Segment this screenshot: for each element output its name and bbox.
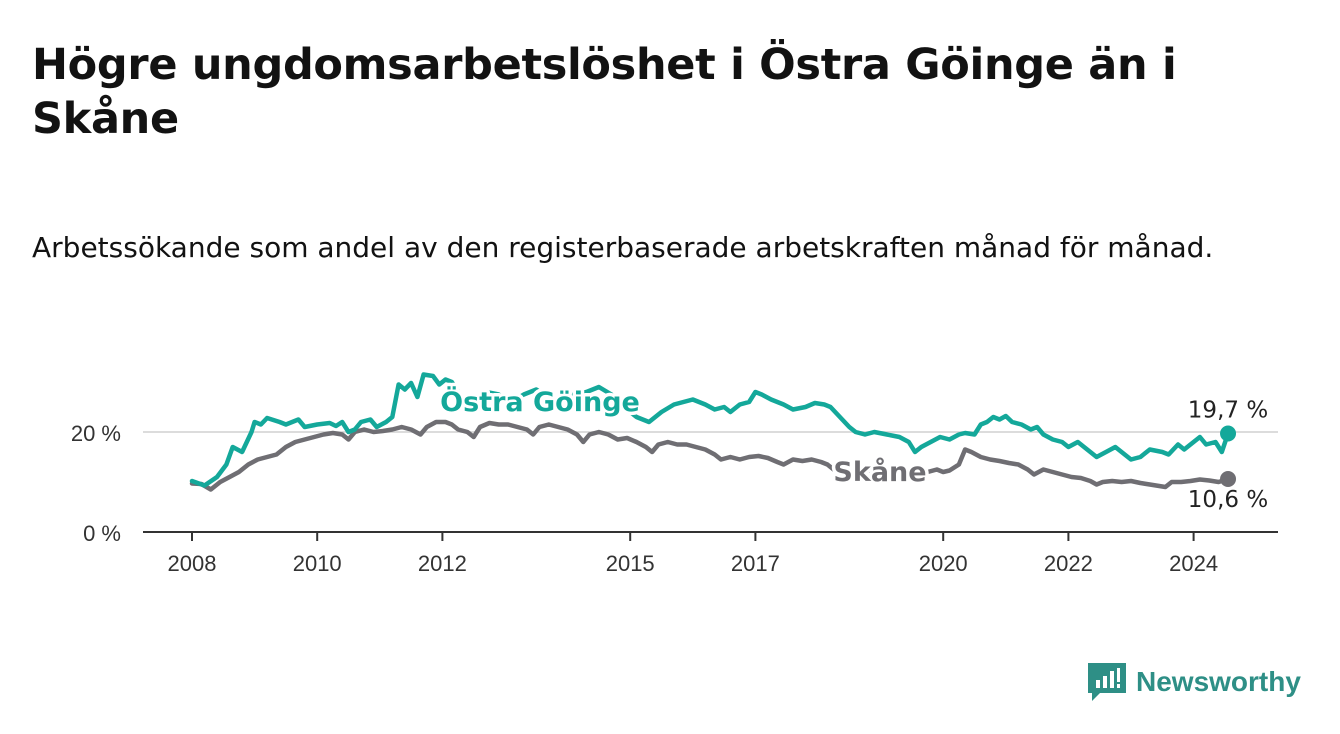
series-line-skåne	[189, 419, 1231, 492]
series-label-ostra-goinge: Östra Göinge	[440, 385, 640, 418]
series-layer	[189, 372, 1231, 492]
x-axis: 2008 2010 2012 2015 2017 2020 2022 2024	[143, 531, 1278, 576]
newsworthy-logo-icon	[1088, 663, 1126, 701]
series-label-skane: Skåne	[833, 456, 926, 488]
y-tick-label: 20 %	[71, 421, 121, 446]
y-tick-label: 0 %	[83, 521, 121, 546]
label-layer: Östra Göinge Skåne 19,7 % 10,6 %	[437, 382, 1271, 516]
x-tick-label: 2020	[919, 551, 968, 576]
chart-subtitle: Arbetssökande som andel av den registerb…	[32, 231, 1214, 264]
x-tick-label: 2008	[168, 551, 217, 576]
end-point-marker	[1220, 425, 1237, 442]
x-tick-label: 2012	[418, 551, 467, 576]
chart-title: Högre ungdomsarbetslöshet i Östra Göinge…	[32, 40, 1177, 144]
brand-logo: Newsworthy	[1088, 660, 1301, 704]
x-tick-label: 2017	[731, 551, 780, 576]
x-tick-label: 2022	[1044, 551, 1093, 576]
series-line-östra-göinge	[189, 372, 1231, 488]
end-value-label: 19,7 %	[1188, 398, 1268, 424]
end-point-marker	[1220, 471, 1237, 487]
x-tick-label: 2024	[1169, 551, 1218, 576]
brand-name: Newsworthy	[1136, 666, 1301, 697]
x-tick-label: 2010	[293, 551, 342, 576]
end-value-label: 10,6 %	[1188, 487, 1268, 513]
x-tick-label: 2015	[606, 551, 655, 576]
